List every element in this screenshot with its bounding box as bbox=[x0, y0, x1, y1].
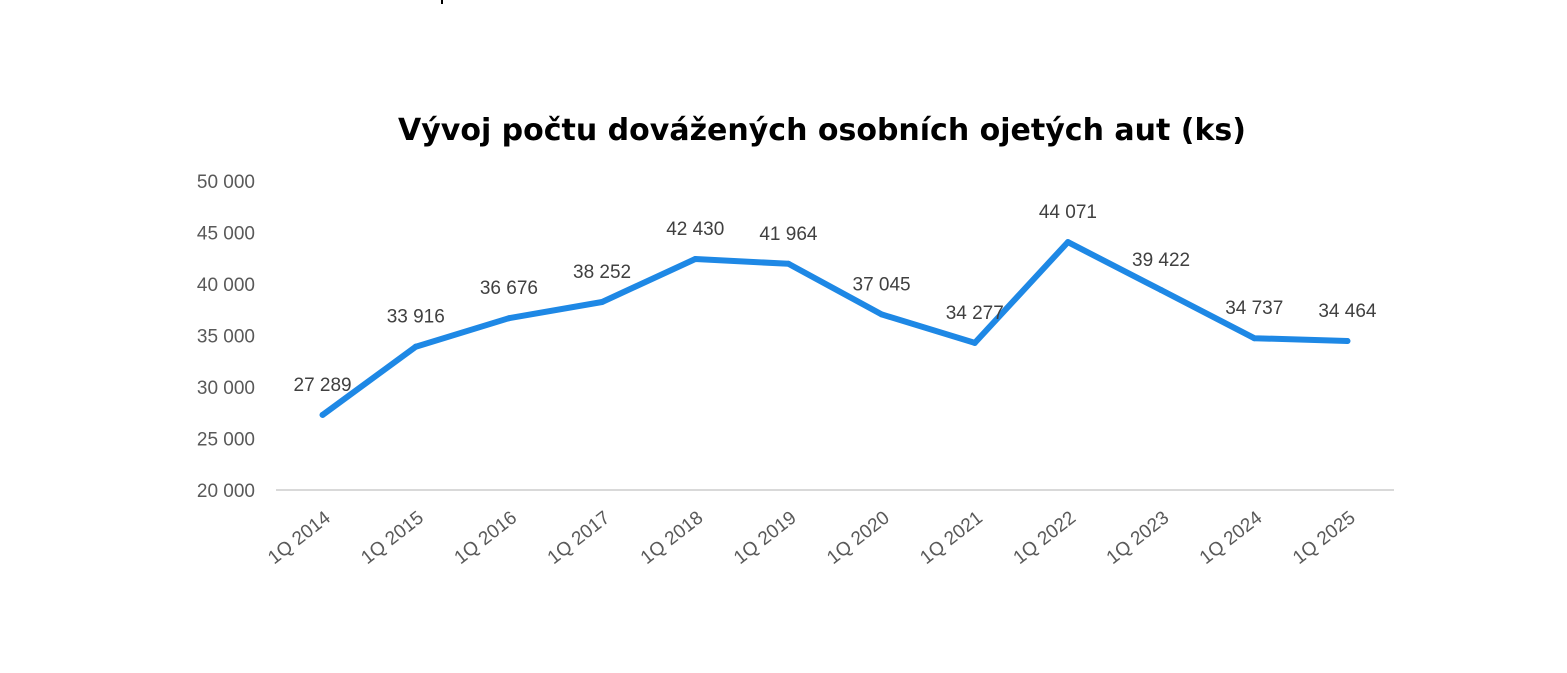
data-label: 33 916 bbox=[387, 307, 445, 328]
data-point bbox=[878, 311, 885, 318]
series-line bbox=[319, 239, 1351, 418]
data-labels: 27 289 33 916 36 676 38 252 42 430 41 964 37 0… bbox=[294, 202, 1377, 396]
y-tick-label: 25 000 bbox=[197, 430, 255, 451]
series-group bbox=[319, 239, 1351, 418]
data-point bbox=[785, 260, 792, 267]
y-tick-label: 40 000 bbox=[197, 275, 255, 296]
x-tick-label: 1Q 2021 bbox=[916, 507, 986, 568]
x-tick-label: 1Q 2014 bbox=[264, 507, 335, 569]
y-tick-label: 50 000 bbox=[197, 172, 255, 193]
data-label: 27 289 bbox=[294, 375, 352, 396]
y-tick-label: 30 000 bbox=[197, 378, 255, 399]
x-tick-label: 1Q 2024 bbox=[1196, 507, 1267, 569]
data-point bbox=[599, 299, 606, 306]
y-tick-label: 45 000 bbox=[197, 224, 255, 245]
data-label: 34 277 bbox=[946, 303, 1004, 324]
x-tick-label: 1Q 2023 bbox=[1103, 507, 1173, 568]
y-tick-label: 35 000 bbox=[197, 327, 255, 348]
data-label: 39 422 bbox=[1132, 250, 1190, 271]
data-point bbox=[692, 255, 699, 262]
data-point bbox=[1344, 338, 1351, 345]
corner-mark bbox=[441, 0, 443, 4]
x-tick-label: 1Q 2025 bbox=[1289, 507, 1359, 568]
x-tick-label: 1Q 2019 bbox=[730, 507, 800, 568]
data-label: 37 045 bbox=[853, 274, 911, 295]
data-label: 34 737 bbox=[1225, 298, 1283, 319]
data-label: 44 071 bbox=[1039, 202, 1097, 223]
x-tick-label: 1Q 2016 bbox=[451, 507, 521, 568]
data-point bbox=[971, 339, 978, 346]
data-label: 42 430 bbox=[666, 219, 724, 240]
data-label: 34 464 bbox=[1318, 301, 1377, 322]
x-tick-label: 1Q 2018 bbox=[637, 507, 707, 568]
data-point bbox=[1064, 239, 1071, 246]
x-tick-label: 1Q 2017 bbox=[544, 507, 614, 568]
x-tick-label: 1Q 2020 bbox=[823, 507, 893, 568]
data-label: 38 252 bbox=[573, 262, 631, 283]
data-point bbox=[505, 315, 512, 322]
data-label: 36 676 bbox=[480, 278, 538, 299]
data-label: 41 964 bbox=[759, 224, 818, 245]
data-point bbox=[1158, 286, 1165, 293]
x-axis: 1Q 2014 1Q 2015 1Q 2016 1Q 2017 1Q 2018 1Q 20… bbox=[264, 507, 1359, 569]
data-point bbox=[1251, 335, 1258, 342]
x-tick-label: 1Q 2022 bbox=[1010, 507, 1080, 568]
chart-title: Vývoj počtu dovážených osobních ojetých … bbox=[398, 113, 1246, 148]
data-point bbox=[412, 343, 419, 350]
x-tick-label: 1Q 2015 bbox=[357, 507, 427, 568]
y-axis: 20 000 25 000 30 000 35 000 40 000 45 000 50 0… bbox=[197, 172, 255, 502]
y-tick-label: 20 000 bbox=[197, 481, 255, 502]
data-point bbox=[319, 411, 326, 418]
